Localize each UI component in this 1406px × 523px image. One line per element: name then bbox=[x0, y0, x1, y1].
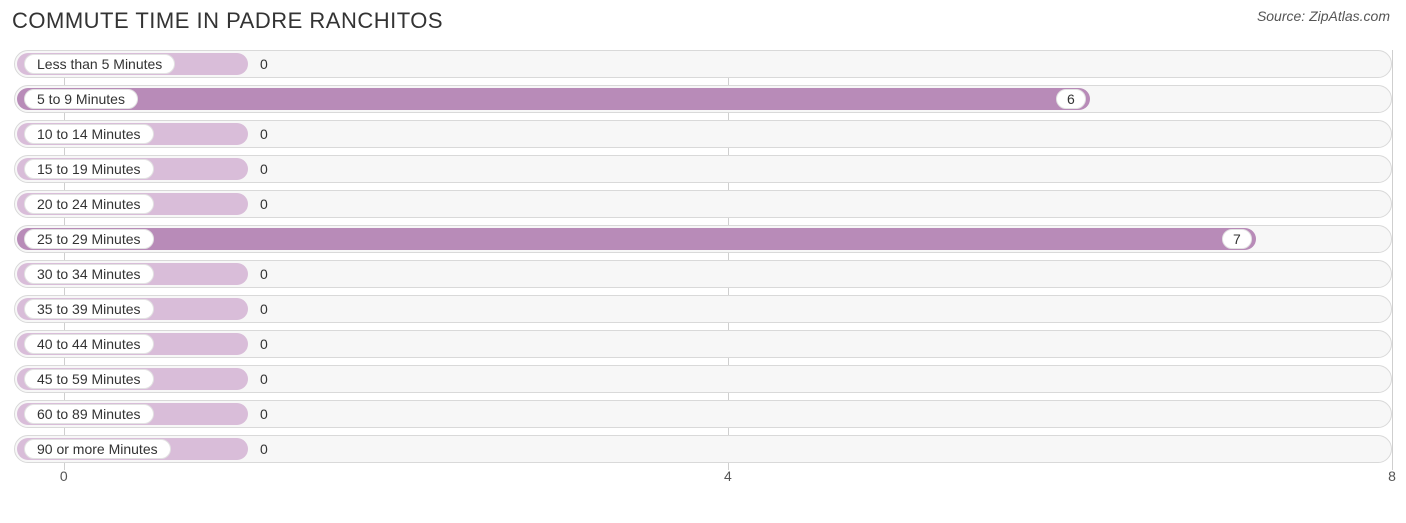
bar-fill bbox=[17, 228, 1256, 250]
bar-row: 90 or more Minutes 0 bbox=[14, 435, 1392, 463]
bar-value-label: 0 bbox=[254, 120, 268, 148]
bar-value-label: 0 bbox=[254, 155, 268, 183]
bar-category-label: 20 to 24 Minutes bbox=[24, 194, 154, 214]
x-axis: 048 bbox=[14, 468, 1392, 488]
bar-category-label: 5 to 9 Minutes bbox=[24, 89, 138, 109]
bar-category-label: 60 to 89 Minutes bbox=[24, 404, 154, 424]
bar-category-label: 25 to 29 Minutes bbox=[24, 229, 154, 249]
bar-row: 60 to 89 Minutes 0 bbox=[14, 400, 1392, 428]
chart-source: Source: ZipAtlas.com bbox=[1257, 8, 1390, 24]
bar-category-label: 35 to 39 Minutes bbox=[24, 299, 154, 319]
bar-category-label: 10 to 14 Minutes bbox=[24, 124, 154, 144]
bar-value-label: 6 bbox=[1056, 89, 1086, 109]
bar-value-label: 0 bbox=[254, 330, 268, 358]
bar-row: 40 to 44 Minutes 0 bbox=[14, 330, 1392, 358]
bar-row: 25 to 29 Minutes 7 bbox=[14, 225, 1392, 253]
bar-value-label: 0 bbox=[254, 400, 268, 428]
bar-category-label: 90 or more Minutes bbox=[24, 439, 171, 459]
bar-row: 45 to 59 Minutes 0 bbox=[14, 365, 1392, 393]
bar-row: 10 to 14 Minutes 0 bbox=[14, 120, 1392, 148]
bar-fill bbox=[17, 88, 1090, 110]
bar-category-label: 30 to 34 Minutes bbox=[24, 264, 154, 284]
bar-value-label: 0 bbox=[254, 435, 268, 463]
chart-title: COMMUTE TIME IN PADRE RANCHITOS bbox=[12, 8, 443, 34]
bar-value-label: 0 bbox=[254, 295, 268, 323]
x-axis-tick-label: 0 bbox=[60, 468, 68, 484]
bar-row: 30 to 34 Minutes 0 bbox=[14, 260, 1392, 288]
bar-row: Less than 5 Minutes 0 bbox=[14, 50, 1392, 78]
bar-category-label: 45 to 59 Minutes bbox=[24, 369, 154, 389]
bar-row: 20 to 24 Minutes 0 bbox=[14, 190, 1392, 218]
bar-row: 15 to 19 Minutes 0 bbox=[14, 155, 1392, 183]
bar-value-label: 7 bbox=[1222, 229, 1252, 249]
gridline bbox=[1392, 50, 1393, 470]
bar-category-label: 40 to 44 Minutes bbox=[24, 334, 154, 354]
x-axis-tick-label: 4 bbox=[724, 468, 732, 484]
bar-value-label: 0 bbox=[254, 260, 268, 288]
bar-row: 35 to 39 Minutes 0 bbox=[14, 295, 1392, 323]
bar-category-label: Less than 5 Minutes bbox=[24, 54, 175, 74]
bar-category-label: 15 to 19 Minutes bbox=[24, 159, 154, 179]
x-axis-tick-label: 8 bbox=[1388, 468, 1396, 484]
bar-value-label: 0 bbox=[254, 190, 268, 218]
chart-plot: Less than 5 Minutes 0 5 to 9 Minutes 6 10 to… bbox=[14, 50, 1392, 470]
header: COMMUTE TIME IN PADRE RANCHITOS Source: … bbox=[0, 0, 1406, 38]
chart-area: Less than 5 Minutes 0 5 to 9 Minutes 6 10 to… bbox=[14, 50, 1392, 490]
bar-value-label: 0 bbox=[254, 50, 268, 78]
bar-value-label: 0 bbox=[254, 365, 268, 393]
bar-row: 5 to 9 Minutes 6 bbox=[14, 85, 1392, 113]
